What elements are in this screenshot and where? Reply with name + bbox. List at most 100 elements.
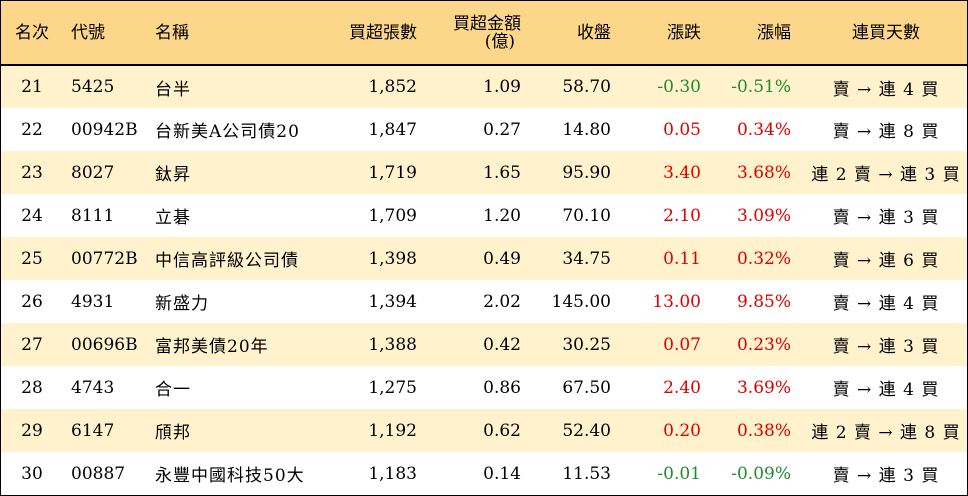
code-cell: 00887 [71,463,126,484]
code-cell: 00696B [71,334,138,355]
close-cell: 30.25 [562,334,611,355]
name-cell: 合一 [155,380,191,400]
streak-cell: 連 2 賣 → 連 3 買 [811,165,961,185]
change-pct-cell: 3.69% [736,377,791,398]
header-change-pct: 漲幅 [757,22,791,43]
header-net-buy-amount-line1: 買超金額 [453,13,521,34]
table-row: 22 00942B 台新美A公司債20 1,847 0.27 14.80 0.05 0.34%… [1,108,967,151]
streak-cell: 賣 → 連 4 買 [832,380,940,400]
change-cell: 0.20 [663,420,701,441]
net-buy-amount-cell: 0.62 [483,420,521,441]
name-cell: 中信高評級公司債 [155,251,299,271]
change-pct-cell: 3.09% [736,205,791,226]
name-cell: 永豐中國科技50大 [155,466,305,486]
header-change: 漲跌 [667,22,701,43]
code-cell: 4743 [71,377,115,398]
name-cell: 富邦美債20年 [155,337,269,357]
name-cell: 頎邦 [155,423,191,443]
change-cell: 0.11 [663,248,701,269]
change-cell: -0.30 [657,77,701,97]
table-row: 23 8027 鈦昇 1,719 1.65 95.90 3.40 3.68% 連 2 賣 → 連… [1,151,967,194]
rank-cell: 29 [21,420,43,441]
rank-cell: 27 [21,334,43,355]
net-buy-qty-cell: 1,847 [368,119,417,140]
streak-cell: 賣 → 連 3 買 [832,208,940,228]
code-cell: 8027 [71,162,115,183]
net-buy-amount-cell: 0.14 [483,463,521,484]
header-code: 代號 [71,22,105,43]
net-buy-qty-cell: 1,192 [368,420,417,441]
streak-cell: 連 2 賣 → 連 8 買 [811,423,961,443]
header-name: 名稱 [155,22,189,43]
change-pct-cell: 0.23% [736,334,791,355]
change-cell: 0.05 [663,119,701,140]
close-cell: 14.80 [562,119,611,140]
close-cell: 58.70 [562,77,611,97]
table-row: 25 00772B 中信高評級公司債 1,398 0.49 34.75 0.11 0.32% 賣… [1,237,967,280]
rank-cell: 24 [21,205,43,226]
code-cell: 4931 [71,291,115,312]
header-net-buy-amount: 買超金額 (億) [431,1,535,65]
change-cell: 13.00 [652,291,701,312]
net-buy-qty-cell: 1,275 [368,377,417,398]
rank-cell: 21 [21,77,43,97]
header-net-buy-amount-unit: (億) [484,31,515,52]
change-pct-cell: 9.85% [736,291,791,312]
net-buy-amount-cell: 0.27 [483,119,521,140]
net-buy-qty-cell: 1,398 [368,248,417,269]
header-close: 收盤 [577,22,611,43]
close-cell: 70.10 [562,205,611,226]
change-pct-cell: 0.34% [736,119,791,140]
rank-cell: 23 [21,162,43,183]
rank-cell: 30 [21,463,43,484]
close-cell: 11.53 [562,463,611,484]
change-cell: -0.01 [657,463,701,484]
change-cell: 2.10 [663,205,701,226]
change-cell: 2.40 [663,377,701,398]
streak-cell: 賣 → 連 4 買 [832,294,940,314]
code-cell: 8111 [71,205,115,226]
header-net-buy-qty: 買超張數 [349,22,417,43]
table-row: 24 8111 立碁 1,709 1.20 70.10 2.10 3.09% 賣 → 連 3 買 [1,194,967,237]
net-buy-amount-cell: 0.42 [483,334,521,355]
code-cell: 00942B [71,119,138,140]
table-row: 26 4931 新盛力 1,394 2.02 145.00 13.00 9.85% 賣 → 連 … [1,280,967,323]
net-buy-amount-cell: 1.09 [483,77,521,97]
streak-cell: 賣 → 連 4 買 [832,79,940,100]
table-body: 21 5425 台半 1,852 1.09 58.70 -0.30 -0.51% 賣 → 連 4… [1,65,967,495]
table-header-row: 名次 代號 名稱 買超張數 買超金額 (億) 收盤 漲跌 漲幅 連買天數 [1,1,967,65]
net-buy-qty-cell: 1,709 [368,205,417,226]
name-cell: 新盛力 [155,294,209,314]
close-cell: 145.00 [551,291,611,312]
table-row: 28 4743 合一 1,275 0.86 67.50 2.40 3.69% 賣 → 連 4 買 [1,366,967,409]
net-buy-amount-cell: 1.65 [483,162,521,183]
net-buy-amount-cell: 1.20 [483,205,521,226]
net-buy-qty-cell: 1,394 [368,291,417,312]
net-buy-qty-cell: 1,852 [368,77,417,97]
net-buy-amount-cell: 2.02 [483,291,521,312]
streak-cell: 賣 → 連 6 買 [832,251,940,271]
table-row: 30 00887 永豐中國科技50大 1,183 0.14 11.53 -0.01 -0.09… [1,452,967,495]
header-rank: 名次 [15,22,49,43]
header-streak: 連買天數 [852,22,920,43]
change-pct-cell: 3.68% [736,162,791,183]
name-cell: 立碁 [155,208,191,228]
code-cell: 5425 [71,77,115,97]
close-cell: 95.90 [562,162,611,183]
change-cell: 3.40 [663,162,701,183]
streak-cell: 賣 → 連 3 買 [832,337,940,357]
name-cell: 台半 [155,79,191,100]
table-row: 29 6147 頎邦 1,192 0.62 52.40 0.20 0.38% 連 2 賣 → 連… [1,409,967,452]
code-cell: 00772B [71,248,138,269]
name-cell: 鈦昇 [155,165,191,185]
change-cell: 0.07 [663,334,701,355]
close-cell: 34.75 [562,248,611,269]
rank-cell: 22 [21,119,43,140]
table-row: 21 5425 台半 1,852 1.09 58.70 -0.30 -0.51% 賣 → 連 4… [1,65,967,108]
rank-cell: 25 [21,248,43,269]
code-cell: 6147 [71,420,115,441]
net-buy-amount-cell: 0.86 [483,377,521,398]
rank-cell: 26 [21,291,43,312]
name-cell: 台新美A公司債20 [155,122,300,142]
